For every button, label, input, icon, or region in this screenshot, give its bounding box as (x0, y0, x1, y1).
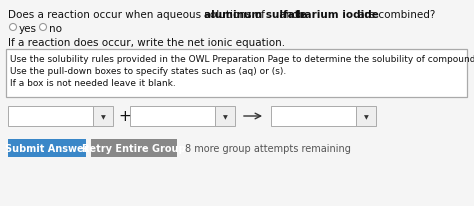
Text: Use the pull-down boxes to specify states such as (aq) or (s).: Use the pull-down boxes to specify state… (10, 67, 286, 76)
FancyBboxPatch shape (91, 139, 177, 157)
Text: yes: yes (19, 24, 37, 34)
FancyBboxPatch shape (130, 107, 215, 126)
Text: ▼: ▼ (100, 115, 105, 119)
FancyBboxPatch shape (8, 139, 86, 157)
FancyBboxPatch shape (8, 107, 93, 126)
Text: If a box is not needed leave it blank.: If a box is not needed leave it blank. (10, 79, 176, 88)
FancyBboxPatch shape (356, 107, 376, 126)
Circle shape (39, 24, 46, 31)
Text: Retry Entire Group: Retry Entire Group (82, 143, 186, 153)
Text: If a reaction does occur, write the net ionic equation.: If a reaction does occur, write the net … (8, 38, 285, 48)
Text: 8 more group attempts remaining: 8 more group attempts remaining (185, 143, 351, 153)
FancyBboxPatch shape (6, 50, 467, 97)
Text: are combined?: are combined? (355, 10, 436, 20)
Text: Use the solubility rules provided in the OWL Preparation Page to determine the s: Use the solubility rules provided in the… (10, 55, 474, 64)
FancyBboxPatch shape (93, 107, 113, 126)
Text: +: + (118, 109, 131, 124)
Text: ▼: ▼ (223, 115, 228, 119)
Text: and: and (276, 10, 302, 20)
Text: ▼: ▼ (364, 115, 368, 119)
Text: barium iodide: barium iodide (297, 10, 379, 20)
FancyBboxPatch shape (271, 107, 356, 126)
Text: Submit Answer: Submit Answer (5, 143, 89, 153)
Text: Does a reaction occur when aqueous solutions of: Does a reaction occur when aqueous solut… (8, 10, 268, 20)
Text: no: no (49, 24, 62, 34)
Text: aluminum sulfate: aluminum sulfate (204, 10, 307, 20)
Circle shape (9, 24, 17, 31)
FancyBboxPatch shape (215, 107, 235, 126)
